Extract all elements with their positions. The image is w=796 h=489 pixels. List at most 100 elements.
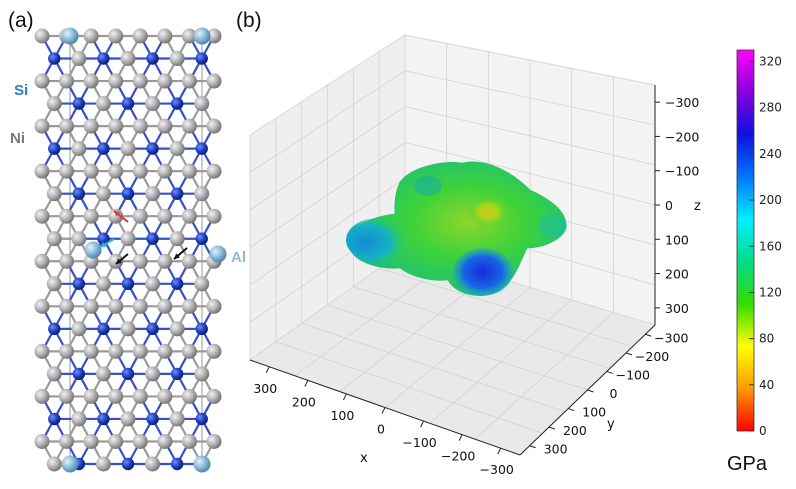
si-atom [48,322,61,336]
tick-mark [587,389,594,393]
ni-atom [46,231,62,247]
ni-atom [206,73,222,89]
ni-atom [83,118,99,134]
ni-atom [132,73,148,89]
ni-atom [83,343,99,359]
ni-atom [59,208,75,224]
ni-atom [34,73,50,89]
si-atom [146,412,159,426]
si-atom [195,142,208,155]
ni-atom [181,253,197,269]
si-atom [72,277,86,290]
si-atom [146,142,159,155]
ni-atom [145,276,161,292]
si-atom [170,277,184,290]
tick-label: −200 [441,449,475,464]
ni-atom [95,96,111,112]
si-atom [121,457,135,471]
ni-atom [46,456,62,472]
si-atom [48,52,61,65]
si-atom [121,277,135,290]
colorbar-tick-label: 120 [759,285,782,299]
ni-atom [206,433,222,449]
tick-label: −300 [654,330,688,345]
panel-b: (b) 300 200 100 0 −100 −200 −300 −300 −200 −100 0… [236,9,701,477]
ni-atom [132,343,148,359]
si-element-label: Si [14,82,28,99]
panel-b-label: (b) [236,9,262,32]
ni-atom [132,163,148,179]
ni-atom [157,388,173,404]
al-atom [193,455,211,473]
tick-mark [420,420,425,428]
ni-atom [34,388,50,404]
ni-atom [95,366,111,382]
ni-atom [83,208,99,224]
tick-mark [568,408,575,412]
tick-label: 300 [544,442,568,457]
tick-label: −100 [616,367,650,382]
x-axis-label: x [360,451,368,466]
ni-atom [157,208,173,224]
ni-atom [194,366,210,382]
ni-element-label: Ni [10,130,25,147]
ni-atom [71,321,87,337]
ni-atom [108,343,124,359]
al-element-label: Al [231,249,246,266]
tick-label: 300 [665,301,689,316]
ni-atom [83,163,99,179]
ni-atom [71,141,87,157]
ni-atom [34,433,50,449]
ni-atom [83,28,99,44]
ni-atom [120,141,136,157]
si-atom [195,232,208,245]
tick-mark [606,370,613,374]
colorbar-tick-label: 280 [759,101,782,115]
si-atom [121,97,135,110]
ni-atom [157,253,173,269]
surface-right-lobe-shade [539,214,567,238]
ni-atom [206,28,222,44]
si-atom [72,367,86,381]
panel-a: (a) Si Ni Al [8,9,246,473]
ni-atom [83,298,99,314]
ni-atom [132,208,148,224]
ni-atom [181,28,197,44]
ni-atom [157,118,173,134]
ni-atom [169,141,185,157]
si-atom [146,232,159,245]
ni-atom [59,298,75,314]
colorbar-tick-label: 40 [759,378,774,392]
colorbar-unit: GPa [727,453,768,475]
x-axis-ticks: 300 200 100 0 −100 −200 −300 [253,366,514,477]
y-axis-label: y [607,417,615,432]
ni-atom [157,298,173,314]
colorbar-tick-label: 80 [759,332,774,346]
si-atom [97,142,110,155]
ni-atom [181,208,197,224]
tick-label: 300 [253,381,277,396]
tick-label: 100 [665,232,689,247]
tick-mark [265,366,270,374]
colorbar-tick-label: 200 [759,193,782,207]
ni-atom [181,388,197,404]
colorbar-tick-label: 240 [759,147,782,161]
tick-label: 100 [330,408,354,423]
ni-atom [194,186,210,202]
si-atom [195,412,208,426]
ni-atom [181,73,197,89]
tick-mark [645,333,652,337]
panel-a-label: (a) [8,9,34,32]
ni-atom [157,343,173,359]
ni-atom [181,163,197,179]
ni-atom [34,28,50,44]
ni-atom [132,298,148,314]
ni-atom [181,298,197,314]
ni-atom [194,96,210,112]
ni-atom [59,73,75,89]
ni-atom [71,231,87,247]
al-atom [193,27,211,45]
si-atom [121,187,135,200]
ni-atom [132,433,148,449]
surface-top-lobe-shade [414,176,442,196]
